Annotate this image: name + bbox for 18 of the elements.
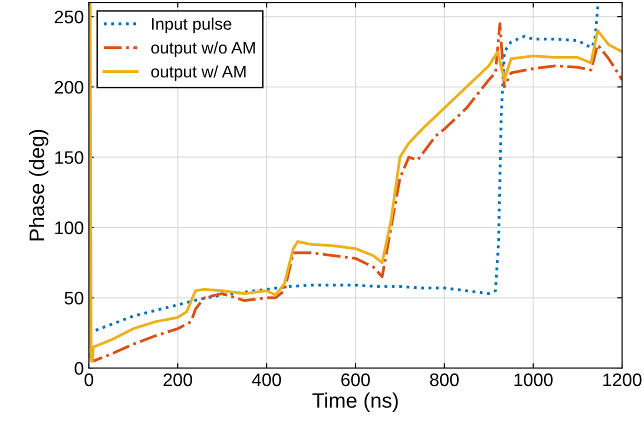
x-tick-label: 1200 bbox=[603, 373, 642, 386]
x-tick-label: 800 bbox=[430, 373, 459, 386]
y-axis-title: Phase (deg) bbox=[28, 130, 48, 240]
x-tick-label: 600 bbox=[341, 373, 370, 386]
y-tick-label: 50 bbox=[64, 292, 84, 305]
y-tick-label: 0 bbox=[74, 362, 84, 375]
legend-label: Input pulse bbox=[152, 18, 232, 34]
y-tick-label: 250 bbox=[54, 10, 84, 24]
legend-label: output w/ AM bbox=[151, 65, 246, 81]
x-tick-label: 200 bbox=[164, 373, 192, 386]
y-tick-label: 150 bbox=[55, 151, 84, 164]
legend-label: output w/o AM bbox=[151, 41, 255, 57]
x-tick-label: 1000 bbox=[514, 373, 553, 386]
x-axis-title: Time (ns) bbox=[312, 392, 398, 412]
x-tick-label: 400 bbox=[252, 373, 281, 386]
y-tick-label: 200 bbox=[54, 80, 84, 94]
x-tick-label: 0 bbox=[84, 373, 94, 386]
y-tick-label: 100 bbox=[55, 221, 84, 234]
